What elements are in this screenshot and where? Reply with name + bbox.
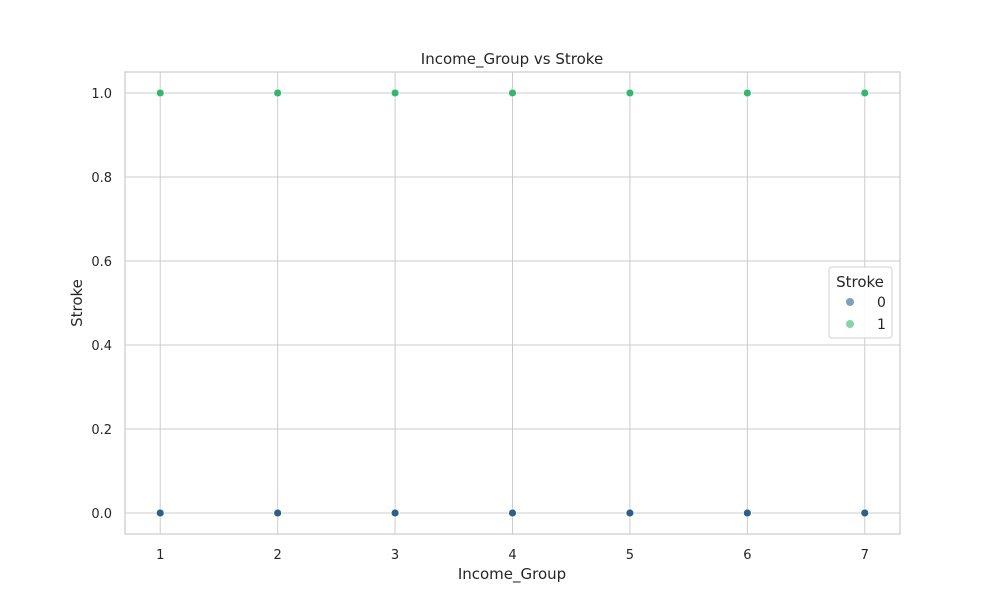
- data-point-stroke-0: [155, 508, 165, 518]
- data-point-stroke-0: [625, 508, 635, 518]
- legend-label-0: 0: [877, 295, 886, 311]
- data-point-stroke-1: [155, 88, 165, 98]
- data-point-stroke-1: [860, 88, 870, 98]
- data-point-stroke-1: [273, 88, 283, 98]
- x-axis-label: Income_Group: [458, 565, 566, 584]
- x-tick-label: 6: [743, 548, 751, 563]
- legend-box: [828, 266, 893, 339]
- legend: Stroke 0 1: [828, 266, 893, 339]
- legend-marker-0: [846, 298, 854, 306]
- y-tick-label: 0.4: [91, 339, 112, 354]
- y-tick-labels: 0.0 0.2 0.4 0.6 0.8 1.0: [91, 87, 112, 522]
- y-tick-label: 0.6: [91, 255, 112, 270]
- legend-marker-1: [846, 320, 854, 328]
- data-point-stroke-1: [742, 88, 752, 98]
- y-axis-label: Stroke: [68, 279, 86, 327]
- grid: [125, 72, 900, 534]
- data-point-stroke-1: [625, 88, 635, 98]
- data-point-stroke-1: [508, 88, 517, 98]
- x-tick-label: 2: [274, 548, 282, 563]
- data-point-stroke-0: [508, 508, 517, 518]
- data-point-stroke-0: [273, 508, 283, 518]
- y-tick-label: 1.0: [91, 87, 112, 102]
- data-point-stroke-0: [390, 508, 400, 518]
- legend-label-1: 1: [877, 317, 886, 333]
- y-tick-label: 0.8: [91, 171, 112, 186]
- data-point-stroke-0: [860, 508, 870, 518]
- x-tick-label: 1: [156, 548, 164, 563]
- data-point-stroke-1: [390, 88, 400, 98]
- x-tick-label: 4: [508, 548, 516, 563]
- x-tick-labels: 1 2 3 4 5 6 7: [156, 548, 869, 563]
- legend-title: Stroke: [836, 273, 884, 291]
- data-points: [155, 88, 870, 518]
- data-point-stroke-0: [742, 508, 752, 518]
- x-tick-label: 3: [391, 548, 399, 563]
- y-tick-label: 0.0: [91, 507, 112, 522]
- x-tick-label: 7: [861, 548, 869, 563]
- y-tick-label: 0.2: [91, 423, 112, 438]
- chart-title: Income_Group vs Stroke: [421, 50, 603, 69]
- x-tick-label: 5: [626, 548, 634, 563]
- plot-frame: [124, 71, 901, 535]
